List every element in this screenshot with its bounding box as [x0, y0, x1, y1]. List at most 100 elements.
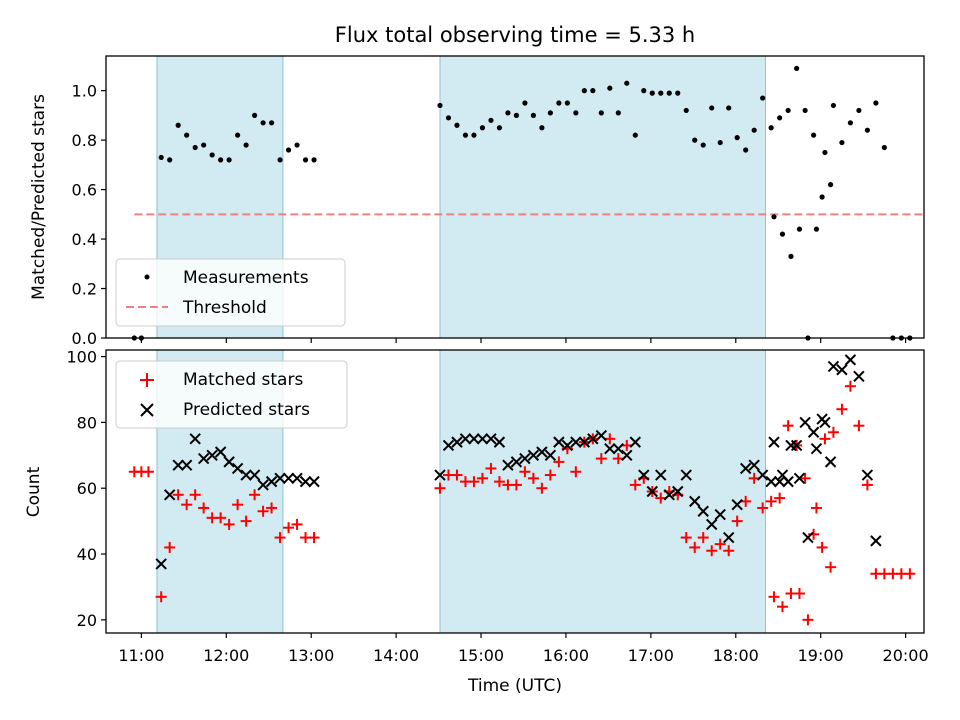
matched-star-point: [802, 614, 814, 626]
predicted-star-point: [739, 462, 752, 475]
measurement-point: [175, 122, 181, 128]
measurement-point: [167, 157, 173, 163]
matched-star-point: [740, 495, 752, 507]
measurement-point: [692, 137, 698, 143]
measurement-point: [734, 135, 740, 141]
predicted-star-point: [604, 443, 616, 455]
measurement-point: [496, 125, 503, 131]
measurement-point: [209, 152, 215, 158]
measurement-point: [822, 149, 828, 156]
measurement-point: [641, 88, 647, 94]
predicted-star-point: [214, 446, 227, 458]
predicted-star-point: [155, 558, 167, 570]
measurement-point: [573, 110, 579, 116]
measurement-point: [530, 112, 536, 118]
y-tick-label: 0.0: [72, 329, 97, 348]
matched-star-point: [283, 522, 295, 534]
predicted-star-point: [265, 475, 278, 488]
y-tick-label: 0.6: [72, 181, 97, 200]
x-tick-label: 16:00: [543, 646, 589, 665]
measurement-point: [796, 226, 803, 232]
predicted-star-point: [485, 433, 497, 445]
predicted-star-point: [697, 505, 709, 517]
measurement-point: [624, 80, 630, 86]
predicted-star-point: [785, 439, 797, 452]
matched-star-point: [274, 532, 286, 544]
legend-measurements-label: Measurements: [183, 268, 309, 288]
bottom-legend-box: [115, 360, 348, 429]
measurement-point: [881, 144, 887, 151]
measurement-point: [564, 100, 570, 106]
matched-star-point: [536, 482, 548, 494]
predicted-star-point: [655, 469, 667, 481]
matched-star-point: [240, 515, 252, 527]
y-tick-label: 60: [77, 479, 97, 498]
measurement-point: [700, 142, 706, 148]
measurement-point: [760, 95, 766, 101]
measurement-point: [794, 65, 800, 71]
predicted-star-point: [189, 433, 201, 445]
predicted-star-point: [799, 416, 811, 429]
predicted-star-point: [231, 462, 244, 475]
matched-star-point: [782, 420, 794, 432]
measurement-point: [873, 100, 879, 106]
matched-star-point: [476, 472, 488, 484]
predicted-star-point: [595, 429, 608, 442]
predicted-star-point: [451, 436, 463, 448]
predicted-star-point: [510, 456, 523, 468]
legend-matched-label: Matched stars: [183, 370, 303, 390]
measurement-point: [632, 132, 638, 138]
matched-star-point: [757, 502, 769, 514]
matched-star-point: [604, 433, 616, 445]
matched-star-point: [155, 591, 167, 603]
matched-star-point: [816, 541, 828, 553]
measurement-point: [445, 115, 452, 121]
matched-star-point: [706, 545, 718, 557]
matched-star-point: [510, 479, 522, 491]
predicted-star-point: [672, 485, 684, 498]
measurement-point: [811, 132, 817, 138]
y-tick-label: 20: [77, 611, 97, 630]
matched-star-point: [810, 502, 822, 514]
measurement-point: [547, 110, 553, 116]
measurement-point: [590, 88, 596, 94]
top-x-ticks: [140, 338, 907, 343]
matched-star-point: [181, 499, 193, 511]
measurement-point: [192, 144, 198, 151]
predicted-star-point: [308, 475, 320, 488]
predicted-star-point: [638, 469, 650, 481]
measurement-point: [235, 132, 241, 138]
top-legend-box: [115, 258, 346, 327]
predicted-star-point: [172, 459, 184, 471]
y-tick-label: 1.0: [72, 82, 97, 101]
predicted-star-point: [612, 443, 625, 455]
measurement-point: [581, 88, 587, 94]
matched-star-point: [544, 469, 556, 481]
matched-star-point: [629, 479, 641, 491]
predicted-star-point: [578, 436, 591, 448]
predicted-star-point: [844, 354, 857, 366]
predicted-star-point: [680, 469, 692, 481]
bottom-panel: 20 40 60 80 100 11:00 12:00 13:00 14:00 15:00 16:…: [24, 348, 929, 696]
measurement-point: [268, 120, 275, 126]
measurement-point: [454, 122, 460, 128]
measurement-point: [302, 157, 309, 163]
matched-star-point: [291, 518, 303, 530]
matched-star-point: [853, 420, 865, 432]
measurement-point: [598, 110, 604, 116]
shaded-interval: [439, 55, 766, 339]
matched-star-point: [904, 568, 916, 580]
measurement-point: [158, 154, 164, 161]
legend-matched-marker: [140, 373, 154, 387]
y-tick-label: 0.4: [72, 230, 97, 249]
matched-star-point: [527, 472, 539, 484]
matched-star-point: [819, 433, 831, 445]
matched-star-point: [825, 561, 837, 573]
measurement-point: [666, 90, 672, 96]
matched-star-point: [723, 545, 735, 557]
predicted-star-point: [756, 469, 769, 481]
y-tick-label: 40: [77, 545, 97, 564]
predicted-star-point: [706, 518, 718, 531]
predicted-star-point: [274, 472, 286, 485]
